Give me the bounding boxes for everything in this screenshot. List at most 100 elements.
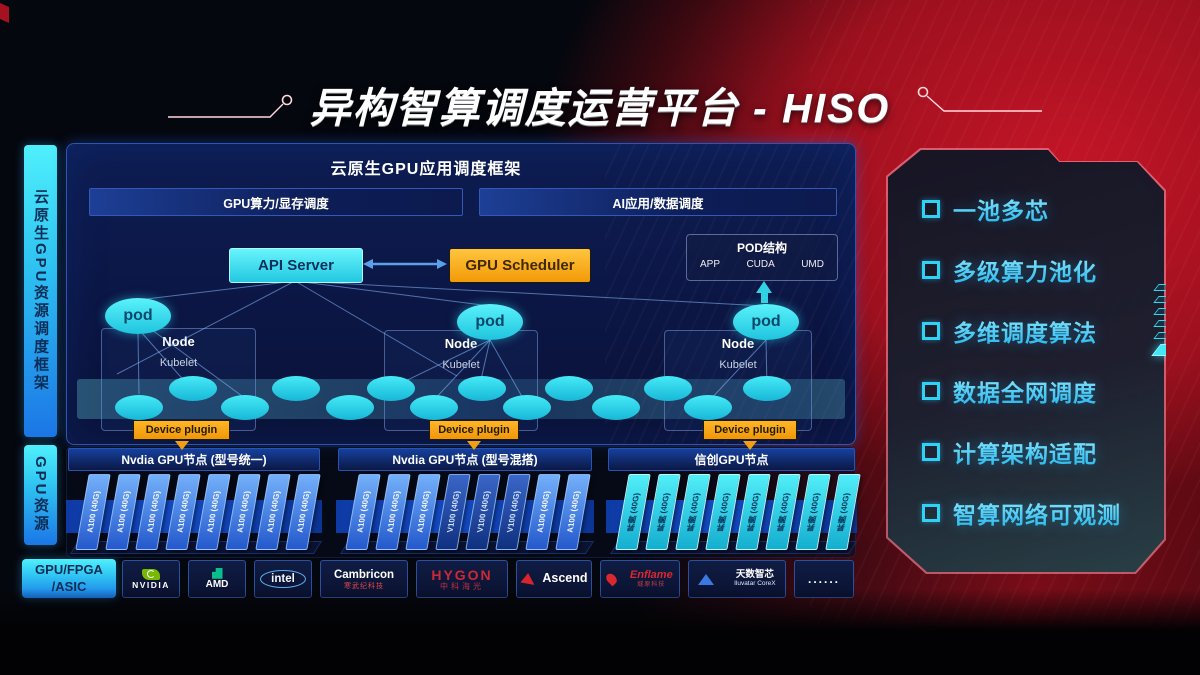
stripe-icon bbox=[1153, 320, 1184, 327]
vendor-tile: 天数智芯 Iluvatar CoreX bbox=[688, 560, 786, 598]
gpu-group-header: Nvdia GPU节点 (型号统一) bbox=[68, 448, 320, 471]
features-panel-inner bbox=[888, 150, 1164, 572]
gpu-group-header: 信创GPU节点 bbox=[608, 448, 855, 471]
gpu-card: V100 (40G) bbox=[495, 474, 531, 550]
gpu-card: A100 (40G) bbox=[255, 474, 291, 550]
sidebar-framework-bar: 云原生GPU资源调度框架 bbox=[24, 145, 57, 437]
pod-structure-item-app: APP bbox=[700, 259, 721, 270]
subbar-ai-data: AI应用/数据调度 bbox=[479, 188, 837, 216]
kubelet-label: Kubelet bbox=[159, 357, 198, 369]
vendor-subname: 中科海光 bbox=[440, 582, 484, 592]
vendor-subname: 寒武纪科技 bbox=[344, 582, 384, 590]
sidebar-gpu-resource-label: GPU资源 bbox=[32, 456, 49, 534]
vendor-tile: HYGON 中科海光 bbox=[416, 560, 508, 598]
square-bullet-icon bbox=[922, 261, 940, 279]
sidebar-framework-label: 云原生GPU资源调度框架 bbox=[32, 189, 49, 393]
gpu-card: V100 (40G) bbox=[435, 474, 471, 550]
gpu-card: 昇腾 (40G) bbox=[645, 474, 681, 550]
vendor-tile: AMD bbox=[188, 560, 246, 598]
feature-label: 计算架构适配 bbox=[953, 435, 1097, 469]
gpu-card: A100 (40G) bbox=[105, 474, 141, 550]
feature-item: 多维调度算法 bbox=[922, 314, 1142, 348]
vendor-name: 天数智芯 bbox=[735, 569, 774, 581]
device-plugin-2: Device plugin bbox=[429, 420, 519, 450]
gpu-card: A100 (40G) bbox=[525, 474, 561, 550]
node-box-2: Node Kubelet bbox=[384, 330, 538, 431]
gpu-card: 昇腾 (40G) bbox=[765, 474, 801, 550]
pod-structure-item-umd: UMD bbox=[801, 259, 824, 270]
vendor-tile: intel bbox=[254, 560, 312, 598]
gpu-scheduler-box: GPU Scheduler bbox=[449, 248, 591, 283]
node-title: Node bbox=[444, 336, 478, 351]
vendor-name: NVIDIA bbox=[132, 579, 170, 590]
vendor-name: Ascend bbox=[542, 570, 588, 585]
node-box-1: Node Kubelet bbox=[101, 328, 256, 431]
pod-ellipse-2: pod bbox=[457, 304, 523, 340]
feature-item: 多级算力池化 bbox=[922, 253, 1142, 287]
vendor-logo-icon bbox=[211, 567, 223, 579]
gpu-card: A100 (40G) bbox=[405, 474, 441, 550]
feature-item: 计算架构适配 bbox=[922, 435, 1142, 469]
feature-label: 一池多芯 bbox=[953, 192, 1049, 226]
vendor-tile: Cambricon 寒武纪科技 bbox=[320, 560, 408, 598]
vendor-name: Enflame bbox=[629, 568, 673, 581]
page-title: 异构智算调度运营平台 - HISO bbox=[309, 85, 891, 131]
gpu-card: A100 (40G) bbox=[375, 474, 411, 550]
square-bullet-icon bbox=[922, 504, 940, 522]
gpu-card: 昇腾 (40G) bbox=[735, 474, 771, 550]
api-server-box: API Server bbox=[229, 248, 363, 283]
vendor-tile: ...... bbox=[794, 560, 854, 598]
gpu-cards: 昇腾 (40G) 昇腾 (40G) 昇腾 (40G) 昇腾 (40G) 昇腾 (40G)… bbox=[615, 474, 861, 550]
kubelet-label: Kubelet bbox=[442, 359, 480, 371]
gpu-card: A100 (40G) bbox=[225, 474, 261, 550]
gpu-group-uniform: Nvdia GPU节点 (型号统一) A100 (40G) A100 (40G) A… bbox=[66, 448, 323, 554]
vendor-name: ...... bbox=[807, 572, 840, 587]
feature-item: 数据全网调度 bbox=[922, 374, 1142, 408]
node-title: Node bbox=[162, 334, 195, 349]
vendor-tile: Enflame 燧原科技 bbox=[600, 560, 680, 598]
gpu-cards: A100 (40G) A100 (40G) A100 (40G) V100 (40G)… bbox=[345, 474, 591, 550]
stripe-icon bbox=[1153, 332, 1184, 339]
device-plugin-3: Device plugin bbox=[703, 420, 797, 450]
gpu-card: 昇腾 (40G) bbox=[675, 474, 711, 550]
square-bullet-icon bbox=[922, 443, 940, 461]
feature-label: 智算网络可观测 bbox=[953, 496, 1121, 530]
vendor-logo-icon bbox=[520, 573, 535, 585]
node-box-3: Node Kubelet bbox=[664, 330, 812, 431]
gpu-card: A100 (40G) bbox=[165, 474, 201, 550]
feature-label: 多级算力池化 bbox=[953, 253, 1097, 287]
kubelet-label: Kubelet bbox=[719, 359, 757, 371]
bottom-fade bbox=[0, 589, 1200, 675]
device-plugin-1: Device plugin bbox=[133, 420, 230, 450]
pod-structure-box: POD结构 APP CUDA UMD bbox=[686, 234, 838, 281]
vendor-name: intel bbox=[260, 569, 306, 589]
feature-label: 多维调度算法 bbox=[953, 314, 1097, 348]
pod-structure-items: APP CUDA UMD bbox=[687, 256, 837, 270]
feature-item: 智算网络可观测 bbox=[922, 496, 1142, 530]
feature-item: 一池多芯 bbox=[922, 192, 1142, 226]
vendor-logo-icon bbox=[604, 571, 620, 587]
hazard-stripes-decoration bbox=[1156, 284, 1182, 356]
vendor-tile: NVIDIA bbox=[122, 560, 180, 598]
panel-header: 云原生GPU应用调度框架 bbox=[330, 161, 522, 178]
gpu-card: A100 (40G) bbox=[195, 474, 231, 550]
node-title: Node bbox=[721, 336, 755, 351]
chip-types-box: GPU/FPGA /ASIC bbox=[22, 559, 116, 598]
chip-types-line1: GPU/FPGA bbox=[35, 562, 103, 578]
stripe-icon bbox=[1153, 296, 1184, 303]
scheduler-panel: 云原生GPU应用调度框架 GPU算力/显存调度 AI应用/数据调度 API Se… bbox=[66, 143, 856, 450]
square-bullet-icon bbox=[922, 322, 940, 340]
subbar-gpu-compute: GPU算力/显存调度 bbox=[89, 188, 463, 216]
vendor-subname: Iluvatar CoreX bbox=[734, 580, 776, 588]
gpu-card: 昇腾 (40G) bbox=[705, 474, 741, 550]
feature-label: 数据全网调度 bbox=[953, 374, 1097, 408]
gpu-card: A100 (40G) bbox=[135, 474, 171, 550]
pod-structure-title: POD结构 bbox=[736, 241, 787, 255]
gpu-card: V100 (40G) bbox=[465, 474, 501, 550]
pod-ellipse-1: pod bbox=[105, 298, 171, 334]
gpu-card: 昇腾 (40G) bbox=[795, 474, 831, 550]
square-bullet-icon bbox=[922, 200, 940, 218]
pod-structure-item-cuda: CUDA bbox=[746, 259, 775, 270]
gpu-group-domestic: 信创GPU节点 昇腾 (40G) 昇腾 (40G) 昇腾 (40G) 昇腾 (40G)… bbox=[606, 448, 861, 554]
square-bullet-icon bbox=[922, 382, 940, 400]
